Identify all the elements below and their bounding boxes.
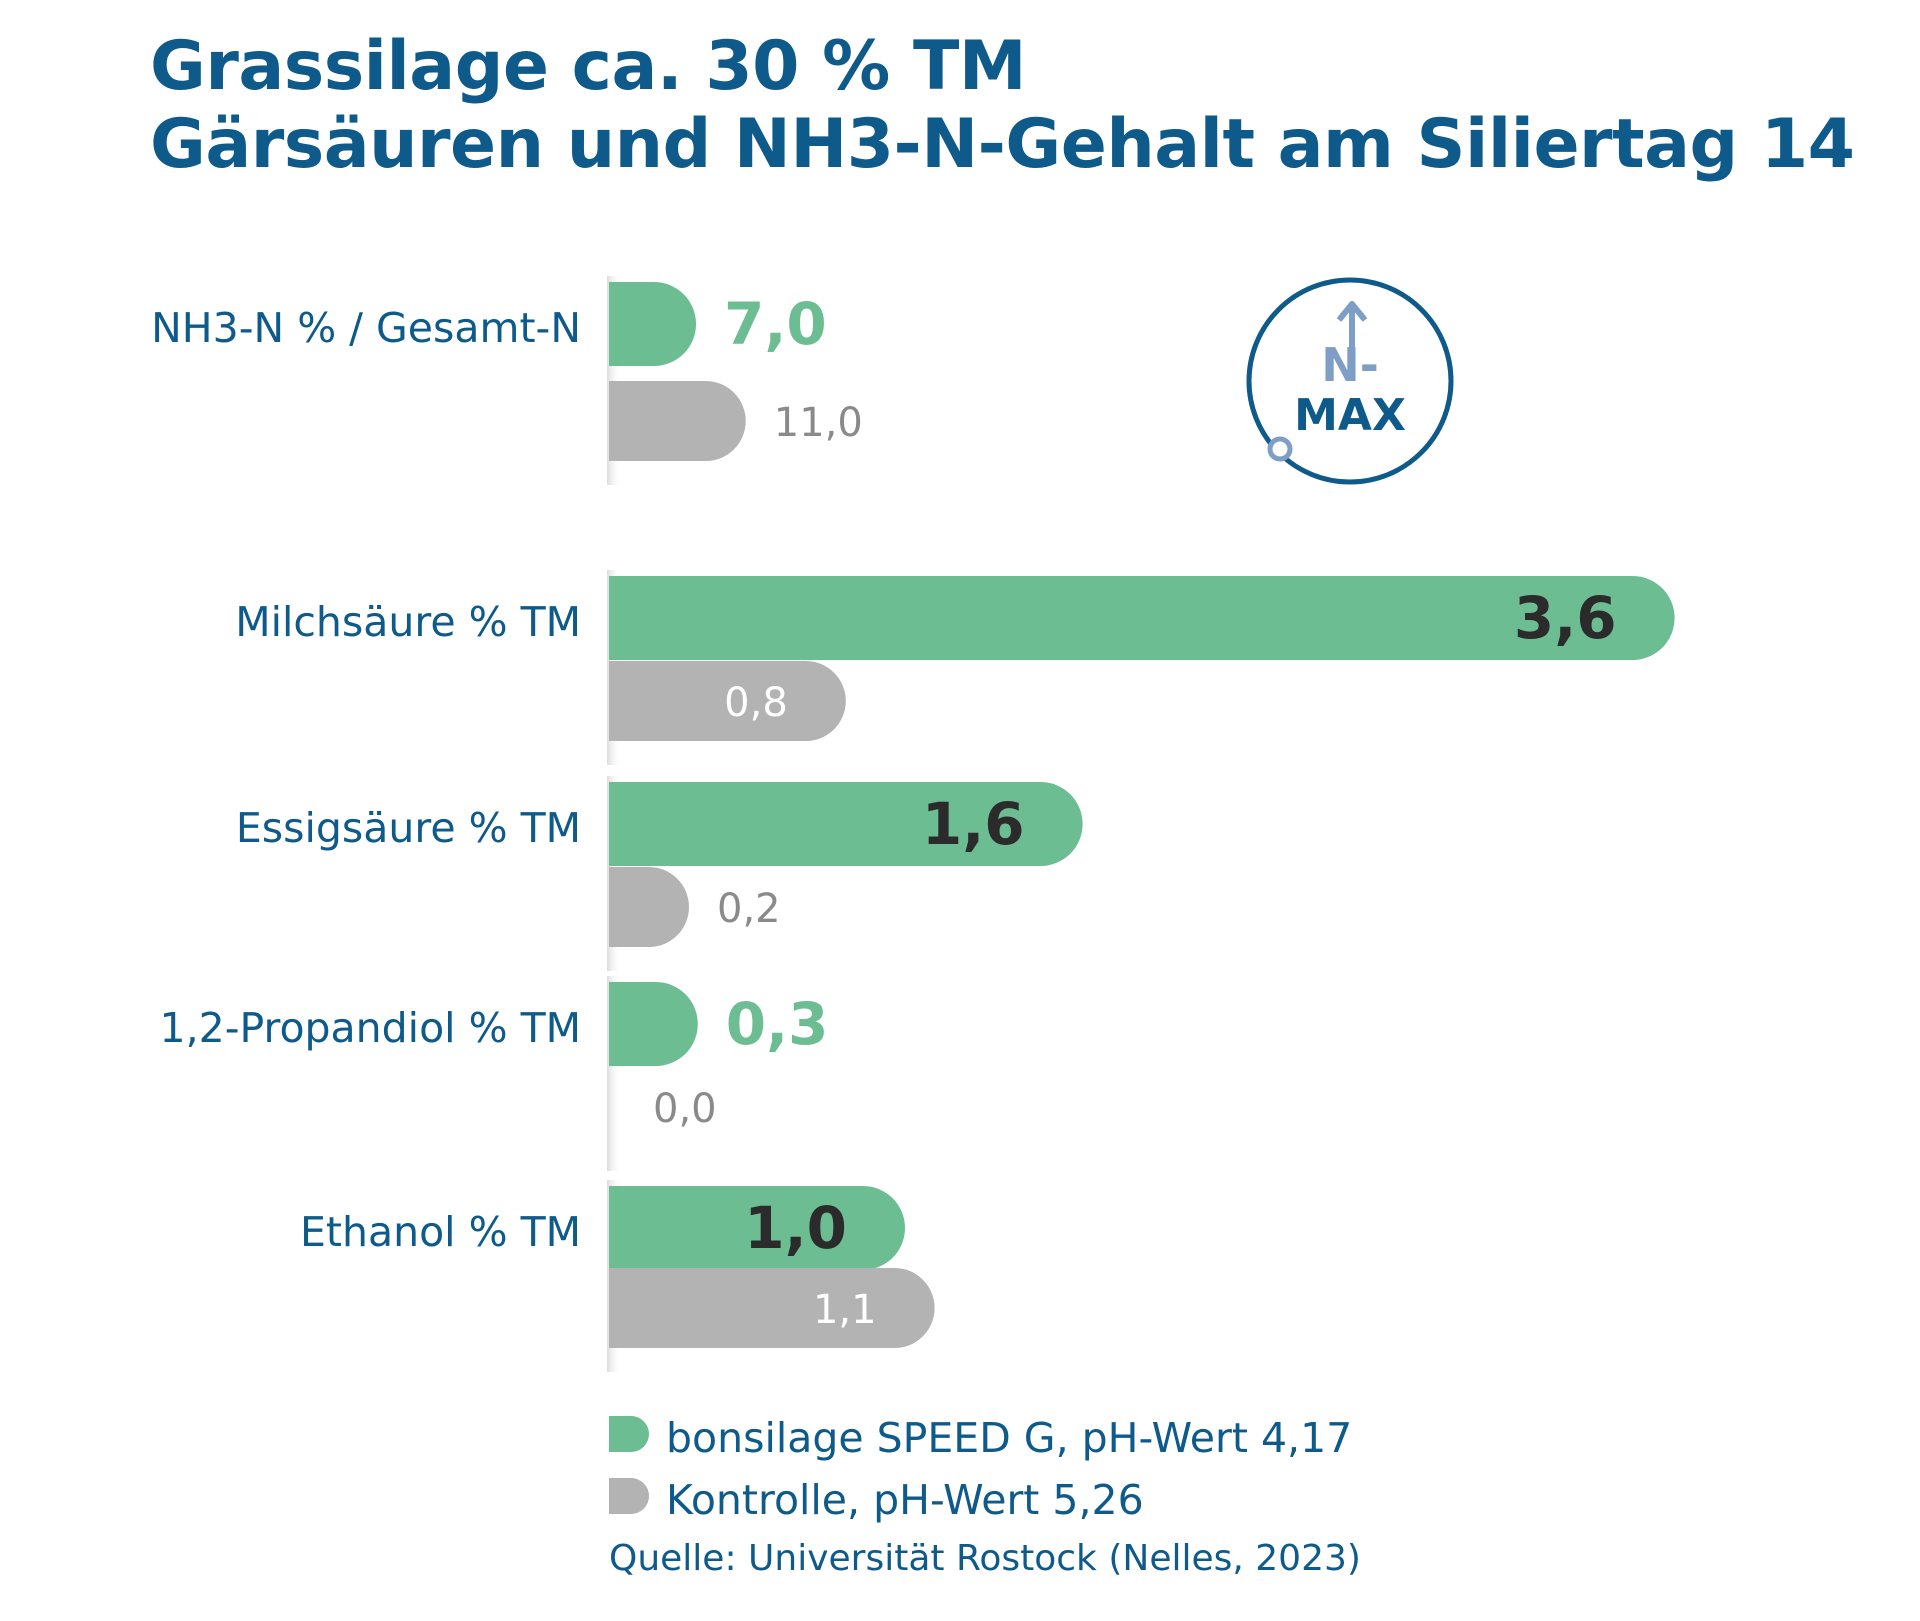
value-label-kontrolle: 0,2: [717, 886, 781, 932]
logo-text-max: MAX: [1294, 390, 1406, 441]
labels: NH3-N % / Gesamt-N 7,0 11,0 Milchsäure % TM…: [151, 290, 1616, 1333]
legend-item-kontrolle: Kontrolle, pH-Wert 5,26: [609, 1476, 1144, 1524]
bar-speed: [609, 282, 697, 366]
bar-speed: [609, 576, 1675, 660]
bars: [609, 282, 1675, 1348]
bar-speed: [609, 982, 698, 1066]
n-max-logo: N- MAX: [1246, 277, 1454, 485]
bar-kontrolle: [609, 867, 689, 947]
chart-title: Grassilage ca. 30 % TM Gärsäuren und NH3…: [150, 27, 1855, 184]
bar-speed: [609, 782, 1083, 866]
bar-kontrolle: [609, 381, 746, 461]
chart-title-line-2: Gärsäuren und NH3-N-Gehalt am Siliertag …: [150, 105, 1855, 184]
value-label-kontrolle: 1,1: [813, 1287, 877, 1333]
legend-item-speed: bonsilage SPEED G, pH-Wert 4,17: [609, 1414, 1352, 1462]
source-note: Quelle: Universität Rostock (Nelles, 202…: [609, 1538, 1361, 1579]
bar-kontrolle: [609, 661, 846, 741]
logo-ring-dot: [1267, 436, 1293, 462]
value-label-speed: 3,6: [1514, 584, 1617, 652]
logo-ring: [1246, 277, 1454, 485]
category-label: Essigsäure % TM: [236, 804, 581, 852]
value-label-speed: 7,0: [724, 290, 827, 358]
legend-label-kontrolle: Kontrolle, pH-Wert 5,26: [666, 1476, 1144, 1524]
category-label: NH3-N % / Gesamt-N: [151, 304, 581, 352]
logo-text-n: N-: [1321, 338, 1379, 392]
legend-label-speed: bonsilage SPEED G, pH-Wert 4,17: [666, 1414, 1352, 1462]
value-label-speed: 1,0: [744, 1194, 847, 1262]
value-label-speed: 1,6: [922, 790, 1025, 858]
value-label-kontrolle: 0,8: [724, 680, 788, 726]
category-label: Ethanol % TM: [300, 1208, 581, 1256]
bar-kontrolle: [609, 1268, 935, 1348]
value-label-kontrolle: 11,0: [774, 400, 863, 446]
legend: bonsilage SPEED G, pH-Wert 4,17 Kontroll…: [609, 1414, 1361, 1579]
chart-title-line-1: Grassilage ca. 30 % TM: [150, 27, 1027, 106]
legend-swatch-kontrolle: [609, 1478, 649, 1514]
legend-swatch-speed: [609, 1416, 649, 1452]
value-label-speed: 0,3: [726, 990, 829, 1058]
category-label: 1,2-Propandiol % TM: [159, 1004, 581, 1052]
value-label-kontrolle: 0,0: [653, 1086, 717, 1132]
bar-speed: [609, 1186, 905, 1270]
category-label: Milchsäure % TM: [235, 598, 581, 646]
arrow-head-icon: [1336, 301, 1368, 322]
